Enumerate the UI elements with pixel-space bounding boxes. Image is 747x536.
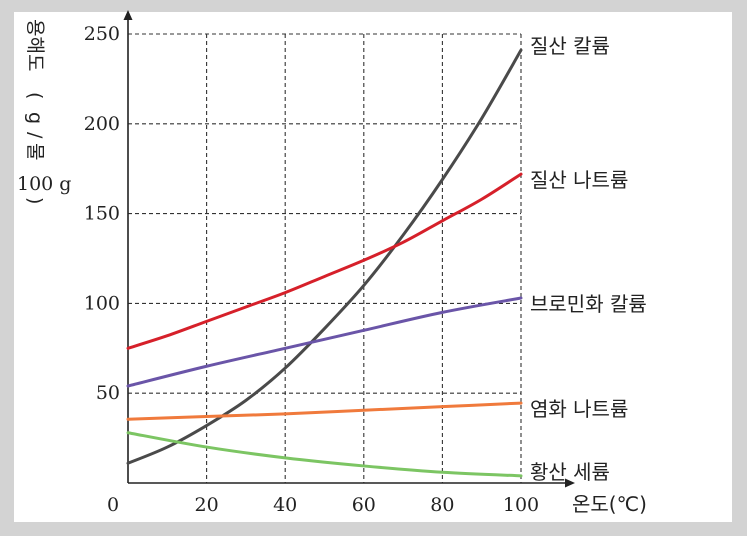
series-label: 염화 나트륨 — [530, 397, 628, 421]
y-axis-label-unit: g — [24, 112, 46, 124]
x-tick-label: 100 — [503, 494, 539, 516]
axes — [123, 10, 575, 488]
series-line — [126, 296, 523, 388]
y-axis-arrow-icon — [123, 10, 133, 20]
y-axis-label-paren-close: ) — [24, 197, 46, 204]
y-axis-label-paren-open: ( — [24, 92, 46, 99]
grid — [128, 33, 522, 483]
y-axis-label-water: 물 — [24, 143, 46, 160]
series-label: 질산 칼륨 — [530, 34, 610, 58]
x-axis-label: 온도(℃) — [572, 492, 647, 516]
y-axis-label-title: 용해도 — [24, 19, 46, 71]
origin-label: 0 — [107, 494, 119, 516]
x-tick-label: 40 — [273, 494, 297, 516]
y-axis-label: 용해도 ( g / 물 100 g ) — [17, 19, 71, 204]
series-line — [126, 431, 523, 478]
series-lines — [126, 48, 523, 478]
chart-frame — [14, 12, 732, 522]
x-tick-label: 80 — [430, 494, 454, 516]
y-tick-label: 100 — [84, 292, 120, 314]
y-tick-label: 250 — [84, 23, 120, 45]
y-tick-label: 50 — [96, 382, 120, 404]
y-tick-label: 200 — [84, 113, 120, 135]
y-axis-label-slash: / — [24, 132, 46, 139]
series-label: 질산 나트륨 — [530, 168, 628, 192]
y-tick-label: 150 — [84, 203, 120, 225]
x-tick-label: 20 — [195, 494, 219, 516]
x-tick-label: 60 — [352, 494, 376, 516]
series-label: 황산 세륨 — [530, 460, 610, 484]
x-axis-arrow-icon — [565, 478, 575, 488]
y-axis-label-amount: 100 g — [17, 173, 71, 195]
series-line — [126, 172, 523, 350]
tick-labels: 20 40 60 80 100 50 100 150 200 250 — [84, 23, 539, 516]
series-line — [126, 48, 523, 465]
series-line — [126, 401, 523, 421]
series-label: 브로민화 칼륨 — [530, 292, 647, 316]
